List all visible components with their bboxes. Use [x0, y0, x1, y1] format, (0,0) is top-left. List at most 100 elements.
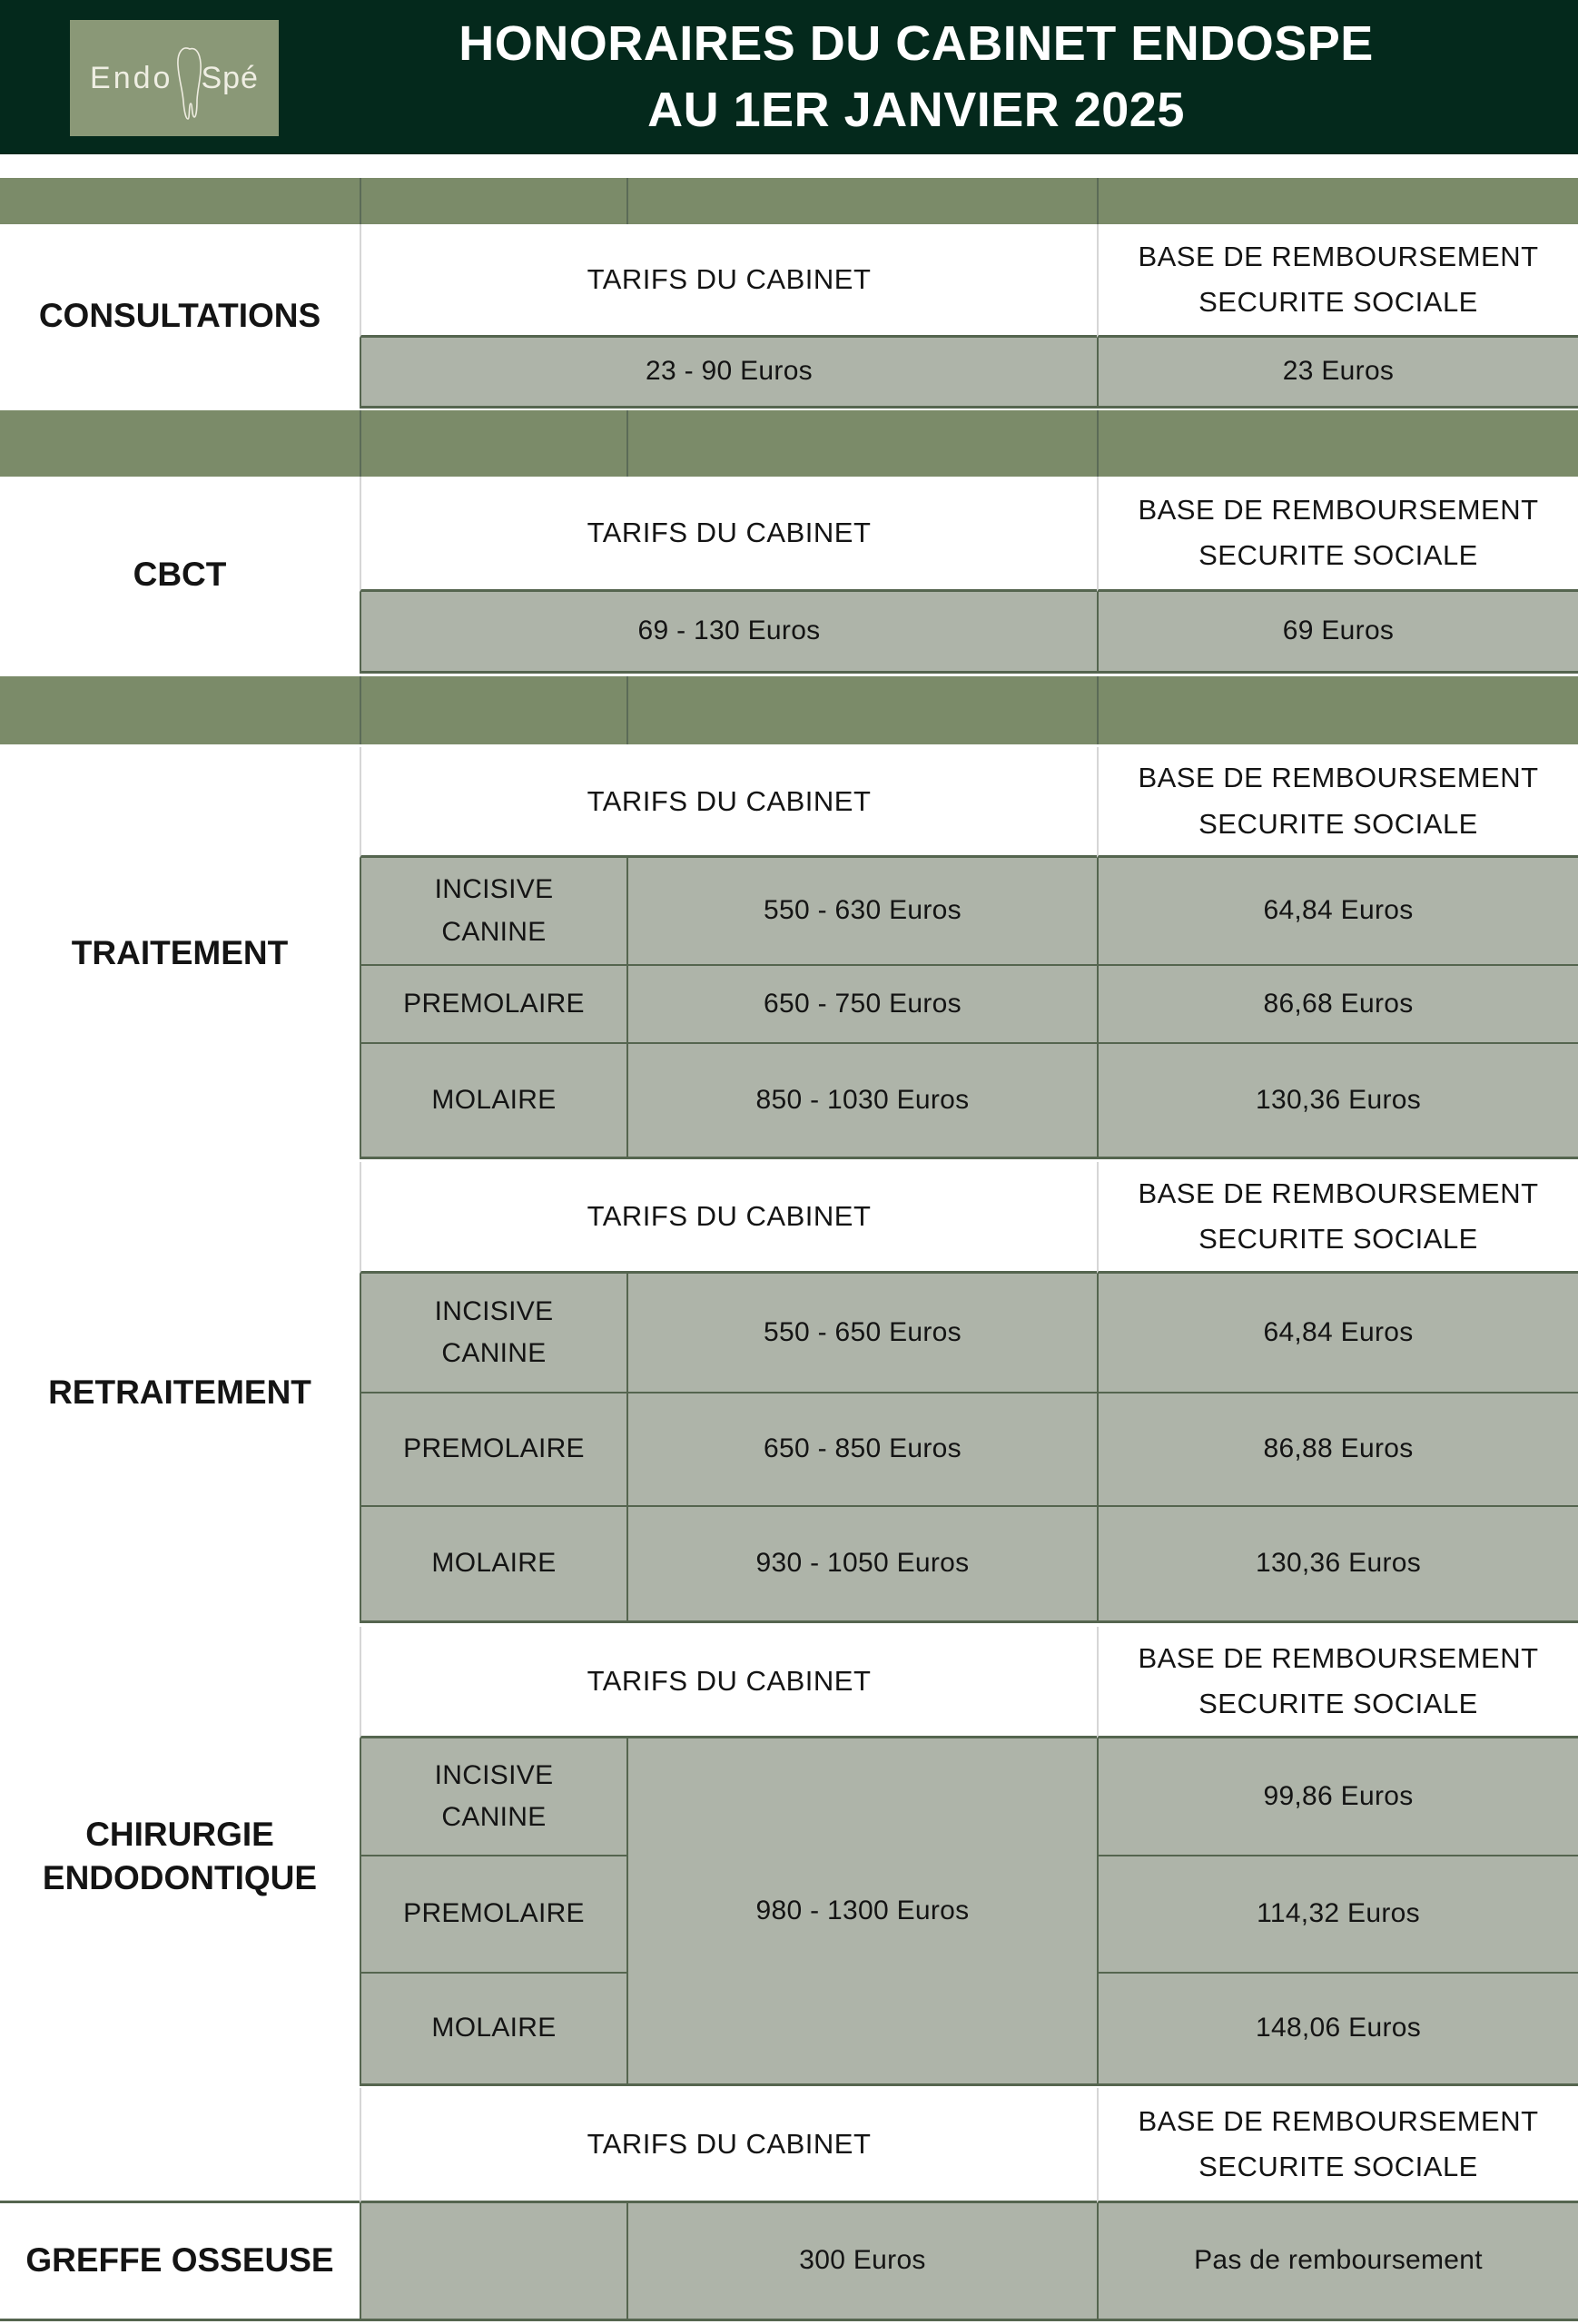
tarifs-header-cell: TARIFS DU CABINET [360, 1627, 1097, 1738]
section-consultations: CONSULTATIONS TARIFS DU CABINET BASE DE … [0, 224, 1578, 409]
base-value: 23 Euros [1282, 356, 1395, 387]
tooth-type: MOLAIRE [431, 2013, 557, 2043]
tarif-value-cell: 650 - 750 Euros [626, 964, 1097, 1042]
section-label: RETRAITEMENT [48, 1373, 311, 1411]
title-line-2: AU 1ER JANVIER 2025 [647, 83, 1185, 137]
base-header-line2: SECURITE SOCIALE [1198, 1223, 1478, 1255]
base-header-line1: BASE DE REMBOURSEMENT [1138, 2104, 1539, 2137]
base-value: 69 Euros [1282, 615, 1395, 646]
tarifs-header-cell: TARIFS DU CABINET [360, 224, 1097, 338]
merged-tarif-cell: 980 - 1300 Euros [626, 1738, 1097, 2086]
tarif-value-cell: 69 - 130 Euros [360, 592, 1097, 674]
base-value-cell: 23 Euros [1097, 338, 1578, 409]
section-label-cell: CHIRURGIE ENDODONTIQUE [0, 1627, 360, 2086]
tarifs-header-cell: TARIFS DU CABINET [360, 477, 1097, 592]
tooth-type-cell: INCISIVE CANINE [360, 1738, 626, 1855]
base-header-cell: BASE DE REMBOURSEMENT SECURITE SOCIALE [1097, 1162, 1578, 1274]
base-value: 86,68 Euros [1263, 988, 1414, 1019]
base-value: 99,86 Euros [1263, 1780, 1414, 1811]
section-label: TRAITEMENT [71, 933, 289, 971]
section-traitement: TRAITEMENT TARIFS DU CABINET BASE DE REM… [0, 747, 1578, 1159]
section-label: GREFFE OSSEUSE [25, 2241, 334, 2280]
section-cbct: CBCT TARIFS DU CABINET BASE DE REMBOURSE… [0, 477, 1578, 674]
tooth-type-cell: PREMOLAIRE [360, 1392, 626, 1505]
tarif-value: 550 - 650 Euros [764, 1316, 962, 1347]
base-header-line1: BASE DE REMBOURSEMENT [1138, 493, 1539, 526]
divider-cell [1097, 410, 1578, 477]
base-header-line2: SECURITE SOCIALE [1198, 1688, 1478, 1719]
base-header-line1: BASE DE REMBOURSEMENT [1138, 1641, 1539, 1674]
section-label-cell: RETRAITEMENT [0, 1162, 360, 1623]
section-label-cell: GREFFE OSSEUSE [0, 2203, 360, 2319]
base-value: 86,88 Euros [1263, 1433, 1414, 1464]
tarif-value-cell: 650 - 850 Euros [626, 1392, 1097, 1505]
tooth-type-cell: INCISIVE CANINE [360, 858, 626, 964]
section-label: CONSULTATIONS [38, 297, 321, 335]
tarifs-header-cell: TARIFS DU CABINET [360, 2088, 1097, 2203]
spacer [0, 744, 1578, 747]
base-header-line1: BASE DE REMBOURSEMENT [1138, 762, 1539, 794]
spacer [0, 2321, 1578, 2324]
divider-cell [360, 676, 626, 744]
tooth-type: PREMOLAIRE [403, 988, 585, 1019]
base-value: 130,36 Euros [1255, 1084, 1422, 1115]
tarif-value-cell: 850 - 1030 Euros [626, 1042, 1097, 1159]
tarifs-header: TARIFS DU CABINET [587, 517, 872, 548]
tarif-value-cell: 23 - 90 Euros [360, 338, 1097, 409]
section-label: CHIRURGIE ENDODONTIQUE [42, 1815, 318, 1896]
tooth-type-cell: PREMOLAIRE [360, 1855, 626, 1972]
tooth-type-cell: PREMOLAIRE [360, 964, 626, 1042]
title-line-1: HONORAIRES DU CABINET ENDOSPE [459, 15, 1374, 71]
base-header-line1: BASE DE REMBOURSEMENT [1138, 1177, 1539, 1209]
tarif-value-cell: 550 - 630 Euros [626, 858, 1097, 964]
base-header-cell: BASE DE REMBOURSEMENT SECURITE SOCIALE [1097, 2088, 1578, 2203]
spacer [0, 674, 1578, 676]
tarif-value-cell: 300 Euros [626, 2203, 1097, 2319]
tooth-type-cell: MOLAIRE [360, 1042, 626, 1159]
tarif-value: 69 - 130 Euros [637, 615, 821, 646]
tarif-value: 300 Euros [799, 2245, 926, 2276]
spacer [0, 154, 1578, 178]
tooth-type: PREMOLAIRE [403, 1898, 585, 1929]
tarifs-header: TARIFS DU CABINET [587, 1200, 872, 1232]
tarifs-header: TARIFS DU CABINET [587, 784, 872, 817]
section-label: CBCT [133, 556, 227, 594]
tarifs-header-cell: TARIFS DU CABINET [360, 747, 1097, 858]
olive-divider [0, 676, 1578, 744]
tooth-type-cell: INCISIVE CANINE [360, 1274, 626, 1392]
logo-text-left: Endo [90, 60, 173, 95]
section-greffe-osseuse: TARIFS DU CABINET BASE DE REMBOURSEMENT … [0, 2088, 1578, 2321]
olive-divider [0, 410, 1578, 477]
base-value-cell: 148,06 Euros [1097, 1972, 1578, 2086]
base-value-cell: 64,84 Euros [1097, 858, 1578, 964]
base-header-line1: BASE DE REMBOURSEMENT [1138, 240, 1539, 272]
tooth-type-cell: MOLAIRE [360, 1505, 626, 1623]
base-header-line2: SECURITE SOCIALE [1198, 807, 1478, 840]
base-value-cell: 69 Euros [1097, 592, 1578, 674]
tarif-value: 550 - 630 Euros [764, 895, 962, 926]
base-value: 114,32 Euros [1257, 1898, 1420, 1929]
tooth-type: MOLAIRE [431, 1548, 557, 1579]
tooth-type: INCISIVE CANINE [434, 1759, 554, 1833]
olive-divider [0, 178, 1578, 224]
tooth-type-cell: MOLAIRE [360, 1972, 626, 2086]
base-value-cell: 130,36 Euros [1097, 1505, 1578, 1623]
divider-cell [626, 676, 1097, 744]
spacer [0, 1623, 1578, 1627]
tooth-type: INCISIVE CANINE [434, 1295, 554, 1369]
base-value-cell: 130,36 Euros [1097, 1042, 1578, 1159]
spacer [0, 2086, 1578, 2088]
divider-cell [360, 410, 626, 477]
base-header-line2: SECURITE SOCIALE [1198, 286, 1478, 318]
empty-cell [360, 2203, 626, 2319]
tarifs-header: TARIFS DU CABINET [587, 2128, 872, 2160]
divider-cell [1097, 676, 1578, 744]
spacer [0, 409, 1578, 410]
tooth-type: INCISIVE CANINE [434, 874, 554, 947]
section-label-cell: CBCT [0, 477, 360, 674]
endospe-logo: Endo Spé [70, 20, 279, 136]
tarif-value: 650 - 850 Euros [764, 1433, 962, 1464]
divider-cell [0, 178, 360, 224]
poster-header: Endo Spé HONORAIRES DU CABINET ENDOSPE A… [0, 0, 1578, 154]
